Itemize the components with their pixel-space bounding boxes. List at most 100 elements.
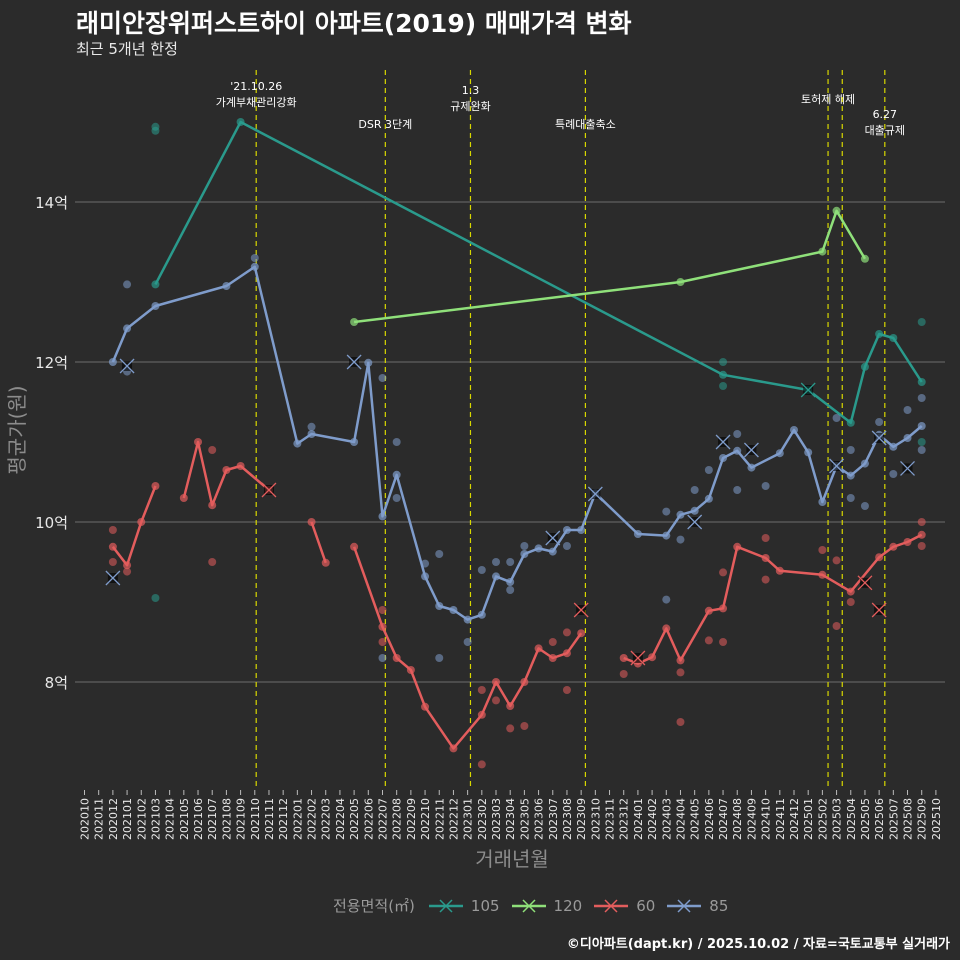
series-line (154, 120, 923, 425)
x-tick-label: 202112 (277, 798, 290, 840)
scatter-point (832, 622, 841, 630)
data-point (917, 530, 926, 539)
data-point (421, 702, 430, 711)
series-line (111, 485, 157, 567)
x-tick-label: 202402 (646, 798, 659, 840)
highlight-x-marker (900, 460, 915, 476)
highlight-x-marker (346, 354, 362, 370)
legend-label: 120 (553, 896, 583, 915)
data-point (548, 654, 557, 662)
source-credit: ©디아파트(dapt.kr) / 2025.10.02 / 자료=국토교통부 실… (566, 937, 950, 952)
data-point (392, 470, 401, 479)
data-point (151, 280, 160, 289)
data-point (662, 531, 671, 540)
highlight-x-marker (829, 458, 845, 474)
y-tick-label: 14억 (35, 194, 68, 212)
legend-label: 60 (636, 896, 656, 915)
data-point (151, 482, 160, 490)
scatter-point (307, 422, 316, 431)
data-point (307, 430, 316, 438)
x-tick-label: 202102 (135, 798, 148, 840)
x-tick-label: 202304 (504, 798, 517, 840)
y-axis-title: 평균가(원) (5, 385, 29, 474)
series-line (623, 533, 923, 665)
x-tick-label: 202501 (802, 798, 815, 840)
scatter-point (733, 486, 742, 494)
data-point (123, 324, 132, 333)
x-tick-label: 202106 (192, 798, 205, 840)
data-point (577, 629, 586, 638)
data-point (832, 206, 841, 215)
scatter-point (917, 518, 926, 526)
scatter-point (506, 558, 515, 566)
x-tick-label: 202406 (703, 798, 716, 840)
data-point (406, 666, 415, 674)
x-axis-title: 거래년월 (475, 847, 549, 871)
event-label: 6.27 (873, 108, 898, 121)
x-tick-label: 202012 (107, 798, 120, 840)
scatter-point (506, 586, 515, 594)
data-point (562, 526, 571, 534)
data-point (364, 358, 373, 367)
series-60 (108, 438, 926, 769)
x-tick-label: 202412 (788, 798, 801, 840)
data-point (208, 501, 217, 510)
data-point (719, 604, 728, 613)
x-tick-label: 202403 (660, 798, 673, 840)
x-tick-label: 202204 (334, 798, 347, 840)
data-point (676, 510, 685, 519)
x-tick-label: 202110 (249, 798, 262, 840)
series-line (111, 265, 923, 621)
legend-x-icon (511, 898, 546, 913)
y-tick-label: 12억 (35, 354, 68, 372)
data-point (449, 606, 458, 614)
data-point (889, 442, 898, 451)
scatter-point (108, 526, 117, 534)
scatter-point (875, 418, 884, 426)
scatter-point (392, 438, 401, 446)
data-point (704, 606, 713, 615)
data-point (236, 462, 245, 470)
data-point (917, 422, 926, 430)
event-label: 토허제 해제 (801, 92, 855, 106)
scatter-point (250, 254, 259, 262)
x-tick-label: 202205 (348, 798, 361, 840)
x-tick-label: 202502 (816, 798, 829, 840)
scatter-point (520, 722, 529, 730)
data-point (733, 446, 742, 455)
data-point (619, 654, 628, 662)
legend-title: 전용면적(㎡) (333, 897, 415, 915)
scatter-point (435, 550, 444, 558)
x-tick-label: 202401 (632, 798, 645, 840)
scatter-point (917, 446, 926, 454)
scatter-point (108, 558, 117, 566)
data-point (378, 622, 387, 631)
scatter-point (151, 594, 160, 602)
data-point (662, 624, 671, 633)
legend-keys: 105 120 60 85 (423, 897, 734, 915)
x-tick-label: 202308 (561, 798, 574, 840)
x-tick-label: 202201 (291, 798, 304, 840)
event-label: 가계부채관리강화 (216, 96, 297, 109)
legend-x-icon (667, 898, 702, 913)
data-point (435, 602, 444, 610)
scatter-point (151, 126, 160, 135)
event-label: 규제완화 (450, 100, 490, 113)
scatter-point (662, 595, 671, 604)
series-105 (151, 118, 926, 602)
scatter-point (562, 686, 571, 694)
highlight-x-marker (573, 602, 589, 618)
event-label: 1.3 (462, 84, 480, 97)
data-point (477, 610, 486, 619)
scatter-point (846, 446, 855, 454)
x-tick-label: 202508 (902, 798, 915, 840)
highlight-x-marker (545, 530, 561, 546)
data-point (903, 434, 912, 442)
scatter-point (832, 556, 841, 565)
scatter-point (704, 636, 713, 645)
data-point (846, 587, 855, 596)
x-tick-label: 202506 (873, 798, 886, 840)
x-tick-label: 202411 (774, 798, 787, 840)
x-tick-label: 202509 (916, 798, 929, 840)
